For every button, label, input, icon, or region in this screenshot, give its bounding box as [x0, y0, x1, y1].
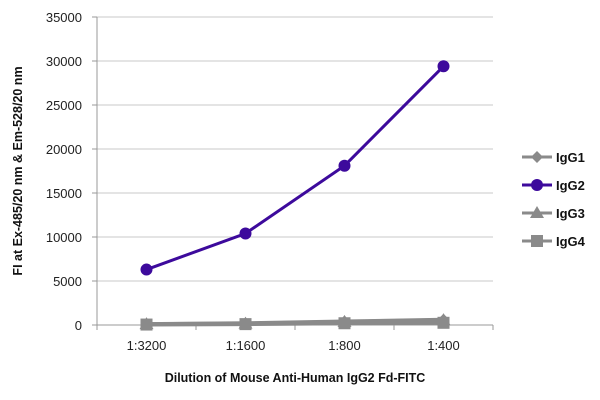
data-point-IgG2: [140, 263, 153, 276]
y-tick-label: 0: [75, 318, 82, 333]
data-point-IgG2: [437, 60, 450, 73]
x-tick-label: 1:800: [328, 338, 361, 353]
legend-marker-IgG1: [531, 151, 543, 163]
y-tick-label: 10000: [46, 230, 82, 245]
data-point-IgG4: [437, 316, 450, 329]
data-point-IgG2: [338, 159, 351, 172]
y-tick-label: 15000: [46, 186, 82, 201]
legend-label: IgG2: [556, 178, 585, 193]
y-axis-label: FI at Ex-485/20 nm & Em-528/20 nm: [11, 66, 25, 275]
y-tick-label: 20000: [46, 142, 82, 157]
y-tick-label: 25000: [46, 98, 82, 113]
legend-marker-IgG2: [531, 179, 543, 191]
data-point-IgG4: [140, 318, 153, 331]
x-tick-label: 1:3200: [127, 338, 167, 353]
data-point-IgG2: [239, 227, 252, 240]
legend-label: IgG4: [556, 234, 586, 249]
y-tick-label: 35000: [46, 10, 82, 25]
legend-marker-IgG4: [531, 235, 543, 247]
series-line-IgG2: [145, 65, 445, 271]
x-tick-label: 1:1600: [226, 338, 266, 353]
data-point-IgG4: [239, 318, 252, 331]
data-point-IgG4: [338, 317, 351, 330]
y-tick-label: 30000: [46, 54, 82, 69]
x-tick-label: 1:400: [427, 338, 460, 353]
series-line-IgG4: [146, 320, 444, 327]
x-axis-label: Dilution of Mouse Anti-Human IgG2 Fd-FIT…: [165, 371, 426, 385]
legend-label: IgG3: [556, 206, 585, 221]
y-tick-label: 5000: [53, 274, 82, 289]
legend-label: IgG1: [556, 150, 585, 165]
legend-marker-IgG3: [530, 206, 544, 218]
